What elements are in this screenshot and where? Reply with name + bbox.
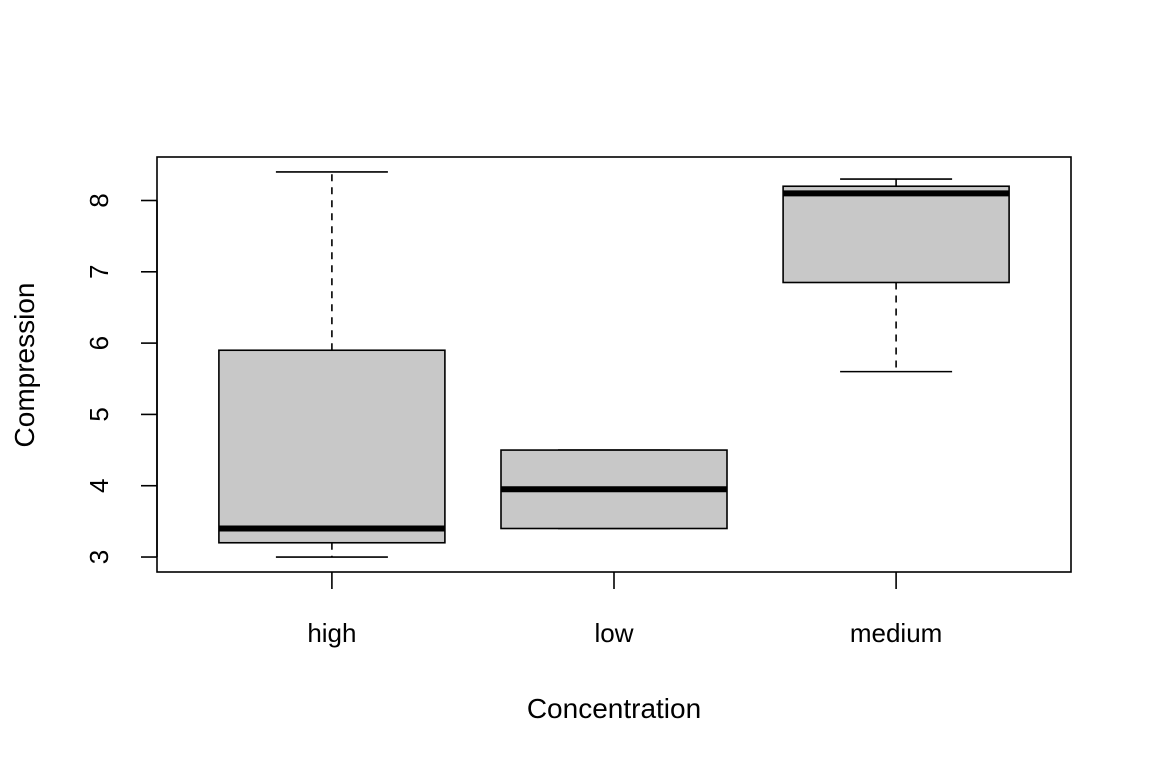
x-tick-label-high: high: [307, 618, 356, 648]
y-tick-label-5: 5: [84, 407, 114, 421]
box-rect-medium: [782, 185, 1010, 284]
y-tick-label-8: 8: [84, 193, 114, 207]
y-axis: 3 4 5 6 7 8: [84, 193, 158, 564]
y-tick-label-4: 4: [84, 478, 114, 492]
x-tick-label-low: low: [594, 618, 633, 648]
boxes-group: [218, 171, 1010, 558]
box-rect-high: [218, 349, 446, 544]
box-medium: [782, 178, 1010, 373]
box-high: [218, 171, 446, 558]
box-low: [500, 449, 728, 530]
x-axis-label: Concentration: [527, 693, 701, 724]
y-tick-label-3: 3: [84, 550, 114, 564]
x-axis: high low medium: [307, 572, 942, 648]
y-tick-label-6: 6: [84, 336, 114, 350]
y-tick-label-7: 7: [84, 265, 114, 279]
x-tick-label-medium: medium: [850, 618, 942, 648]
y-axis-label: Compression: [9, 283, 40, 448]
